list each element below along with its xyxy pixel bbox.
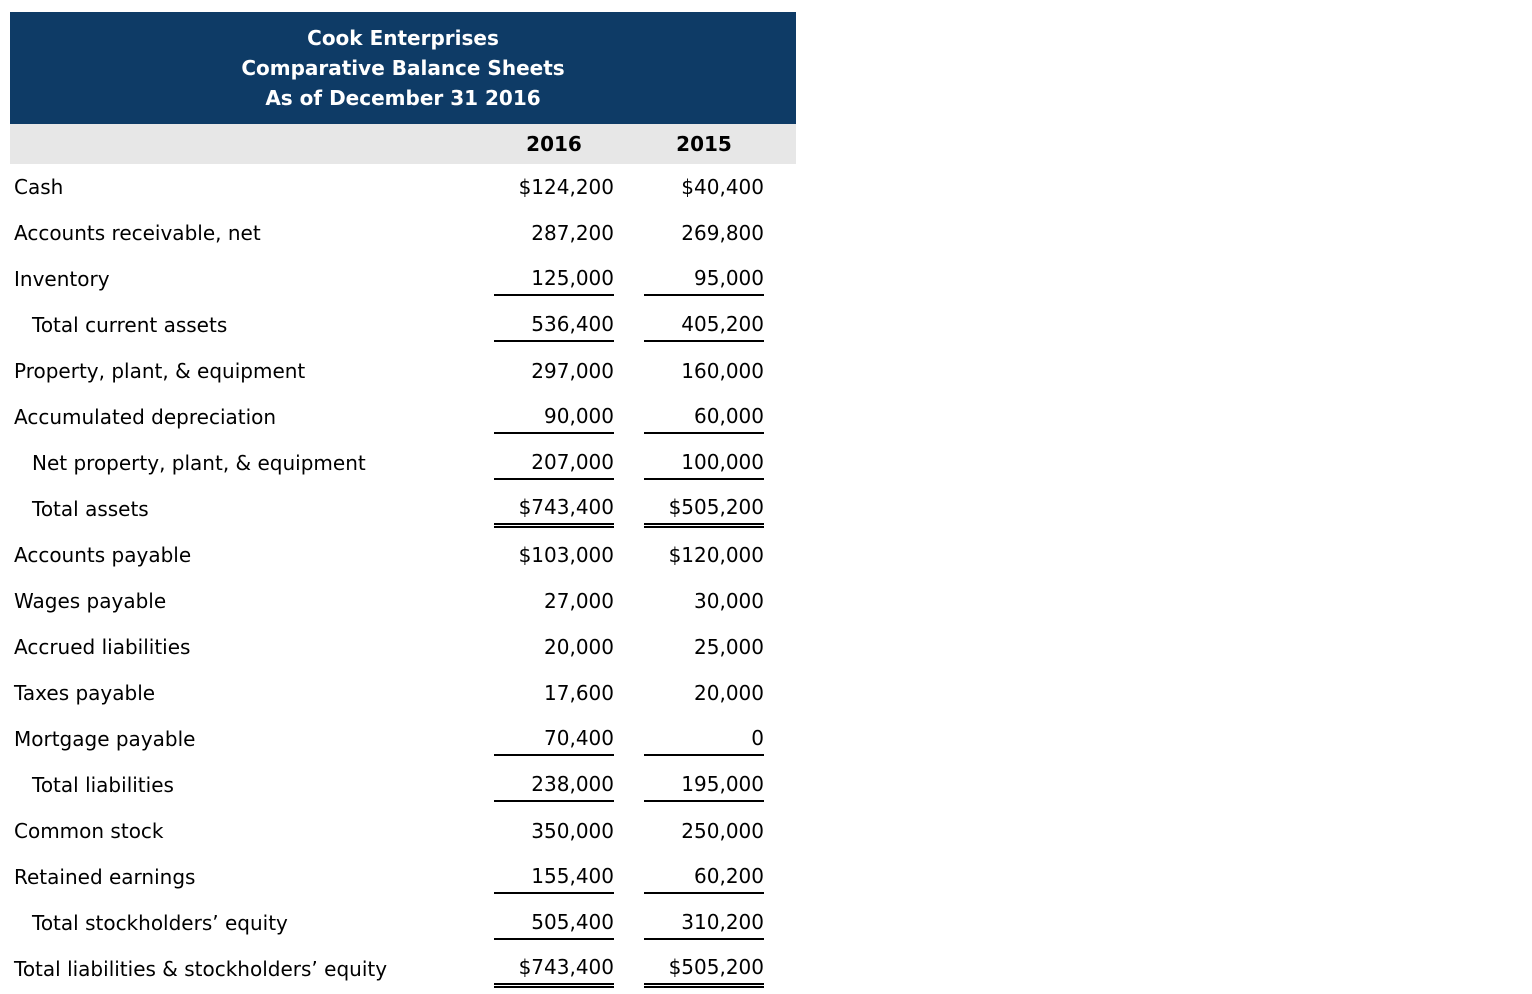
table-row: Common stock 350,000 250,000	[10, 810, 796, 856]
row-value-2016: 350,000	[531, 819, 614, 843]
row-label: Total liabilities	[32, 773, 174, 797]
row-value-2016: 125,000	[494, 266, 614, 296]
row-value-2015: 160,000	[681, 359, 764, 383]
table-row: Accounts payable $103,000 $120,000	[10, 534, 796, 580]
table-row: Wages payable 27,000 30,000	[10, 580, 796, 626]
row-value-2016: $743,400	[494, 955, 614, 988]
row-label: Total stockholders’ equity	[32, 911, 288, 935]
row-value-2016: 505,400	[494, 910, 614, 940]
table-row: Accounts receivable, net 287,200 269,800	[10, 212, 796, 258]
row-value-2016: 70,400	[494, 726, 614, 756]
table-row: Inventory 125,000 95,000	[10, 258, 796, 304]
row-label: Total liabilities & stockholders’ equity	[14, 957, 388, 981]
row-value-2016: $124,200	[518, 175, 614, 199]
row-label: Accounts receivable, net	[14, 221, 261, 245]
row-value-2015: $120,000	[668, 543, 764, 567]
statement-title: Comparative Balance Sheets	[241, 56, 565, 80]
row-label: Accrued liabilities	[14, 635, 191, 659]
row-label: Accumulated depreciation	[14, 405, 277, 429]
row-value-2015: 250,000	[681, 819, 764, 843]
table-row: Accumulated depreciation 90,000 60,000	[10, 396, 796, 442]
balance-rows: Cash $124,200 $40,400 Accounts receivable, …	[10, 166, 796, 994]
row-value-2016: 297,000	[531, 359, 614, 383]
table-row: Retained earnings 155,400 60,200	[10, 856, 796, 902]
row-value-2015: 30,000	[694, 589, 764, 613]
row-value-2015: 20,000	[694, 681, 764, 705]
row-label: Mortgage payable	[14, 727, 196, 751]
table-row: Accrued liabilities 20,000 25,000	[10, 626, 796, 672]
row-value-2016: 20,000	[544, 635, 614, 659]
row-label: Retained earnings	[14, 865, 196, 889]
row-value-2015: 0	[644, 726, 764, 756]
table-row: Property, plant, & equipment 297,000 160,0…	[10, 350, 796, 396]
row-value-2015: 310,200	[644, 910, 764, 940]
row-value-2016: 90,000	[494, 404, 614, 434]
statement-date: As of December 31 2016	[265, 86, 541, 110]
row-value-2015: 195,000	[644, 772, 764, 802]
table-row: Total current assets 536,400 405,200	[10, 304, 796, 350]
row-label: Property, plant, & equipment	[14, 359, 306, 383]
table-row: Taxes payable 17,600 20,000	[10, 672, 796, 718]
row-value-2015: $505,200	[644, 495, 764, 528]
row-value-2015: $40,400	[681, 175, 764, 199]
row-label: Taxes payable	[14, 681, 156, 705]
table-row: Total liabilities 238,000 195,000	[10, 764, 796, 810]
row-label: Accounts payable	[14, 543, 192, 567]
row-value-2016: 536,400	[494, 312, 614, 342]
row-value-2015: 95,000	[644, 266, 764, 296]
row-value-2015: 60,000	[644, 404, 764, 434]
row-value-2016: 287,200	[531, 221, 614, 245]
row-label: Common stock	[14, 819, 164, 843]
row-value-2015: 100,000	[644, 450, 764, 480]
table-row: Mortgage payable 70,400 0	[10, 718, 796, 764]
row-value-2016: 155,400	[494, 864, 614, 894]
row-value-2016: 27,000	[544, 589, 614, 613]
row-label: Net property, plant, & equipment	[32, 451, 366, 475]
row-value-2015: 25,000	[694, 635, 764, 659]
row-value-2015: 60,200	[644, 864, 764, 894]
column-header-row: 2016 2015	[10, 124, 796, 164]
column-header-2015: 2015	[676, 132, 732, 156]
column-header-2016: 2016	[526, 132, 582, 156]
row-value-2016: 238,000	[494, 772, 614, 802]
row-label: Inventory	[14, 267, 110, 291]
row-label: Total current assets	[32, 313, 228, 337]
table-row: Total assets $743,400 $505,200	[10, 488, 796, 534]
table-row: Cash $124,200 $40,400	[10, 166, 796, 212]
table-row: Net property, plant, & equipment 207,000 1…	[10, 442, 796, 488]
table-row: Total stockholders’ equity 505,400 310,200	[10, 902, 796, 948]
row-value-2016: $743,400	[494, 495, 614, 528]
row-value-2015: 269,800	[681, 221, 764, 245]
row-label: Wages payable	[14, 589, 167, 613]
row-value-2016: $103,000	[518, 543, 614, 567]
statement-header: Cook Enterprises Comparative Balance She…	[10, 12, 796, 124]
row-value-2015: 405,200	[644, 312, 764, 342]
table-row: Total liabilities & stockholders’ equity…	[10, 948, 796, 994]
row-label: Total assets	[32, 497, 149, 521]
row-value-2015: $505,200	[644, 955, 764, 988]
company-name: Cook Enterprises	[307, 26, 499, 50]
row-value-2016: 207,000	[494, 450, 614, 480]
row-value-2016: 17,600	[544, 681, 614, 705]
balance-sheet: Cook Enterprises Comparative Balance She…	[10, 12, 796, 994]
row-label: Cash	[14, 175, 64, 199]
